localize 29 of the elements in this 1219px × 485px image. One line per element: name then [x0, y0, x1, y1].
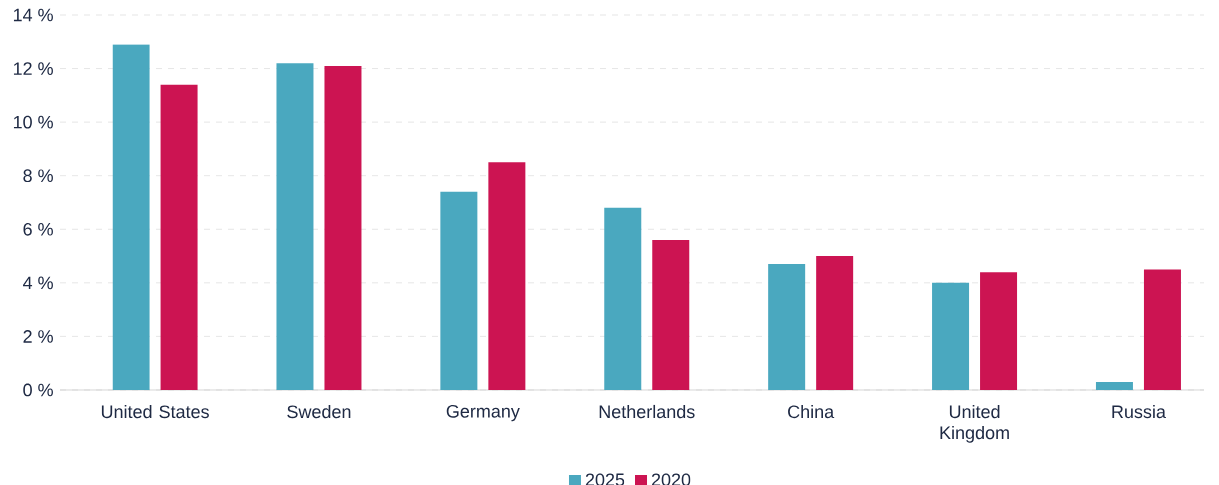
bar: [324, 65, 362, 390]
bar: [1095, 381, 1133, 390]
y-tick-label: 14 %: [13, 8, 53, 22]
bar: [768, 264, 806, 390]
bar: [276, 63, 314, 390]
y-tick-label: 10 %: [13, 115, 53, 129]
x-tick-label: Sweden: [287, 404, 351, 419]
y-tick-label: 2 %: [23, 330, 53, 343]
y-tick-label: 6 %: [23, 222, 53, 236]
bar: [160, 84, 198, 390]
bar: [932, 282, 970, 390]
y-tick-label: 4 %: [23, 276, 53, 290]
bar: [604, 207, 642, 390]
x-tick-label: China: [788, 404, 835, 419]
x-tick-label: Russia: [1112, 404, 1166, 419]
y-tick-label: 8 %: [23, 169, 53, 183]
x-tick-label: United Kingdom: [940, 404, 1009, 443]
x-tick-label: United States: [101, 404, 209, 419]
y-tick-label: 0 %: [23, 383, 53, 397]
y-tick-label: 12 %: [13, 62, 53, 75]
bar: [488, 162, 526, 390]
bar: [816, 256, 854, 390]
bar: [112, 44, 150, 390]
bar: [1143, 269, 1181, 390]
bar: [980, 272, 1018, 390]
x-tick-label: Germany: [446, 404, 520, 422]
bar: [652, 239, 690, 390]
x-tick-label: Netherlands: [599, 404, 695, 419]
bar: [440, 191, 478, 390]
